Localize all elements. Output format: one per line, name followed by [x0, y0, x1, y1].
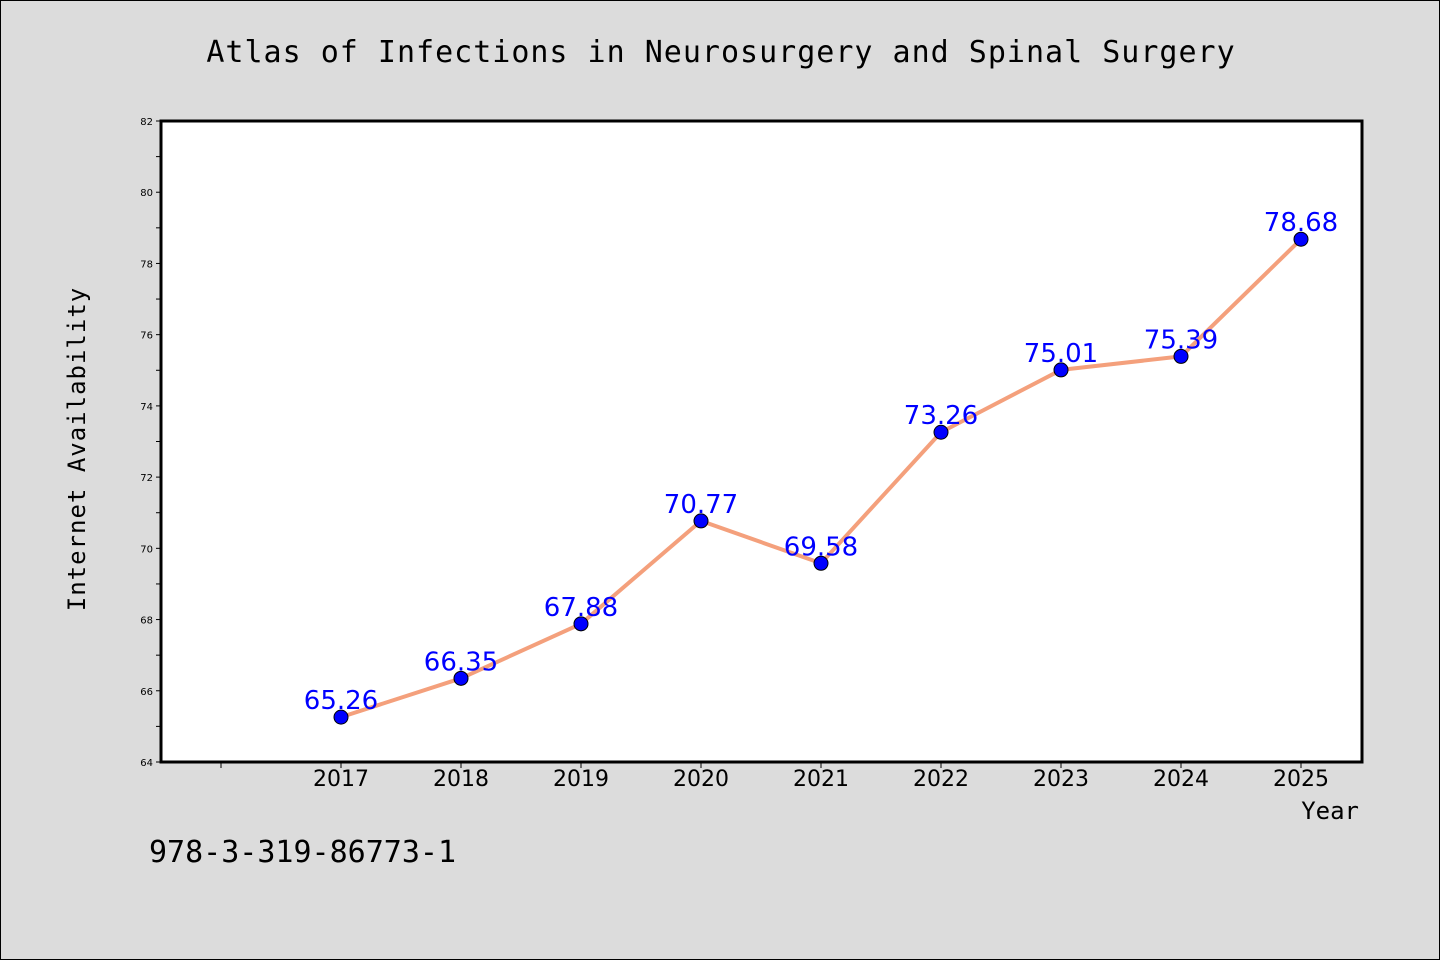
y-tick-label: 66 [140, 687, 153, 698]
data-point [1293, 231, 1309, 247]
x-tick-label: 2024 [1153, 767, 1209, 792]
data-label: 75.39 [1144, 325, 1218, 355]
data-labels: 65.26 66.35 67.88 70.77 69.58 73.26 75.01 75.39… [304, 208, 1338, 716]
x-axis-ticks: 2017 2018 2019 2020 2021 2022 2023 2024 2025 [220, 762, 1329, 792]
data-label: 75.01 [1024, 339, 1098, 369]
y-axis-label: Internet Availability [63, 286, 91, 612]
data-label: 69.58 [784, 532, 858, 562]
data-points [333, 231, 1309, 725]
data-point [693, 513, 709, 529]
data-label: 73.26 [904, 401, 978, 431]
y-tick-label: 70 [140, 544, 153, 555]
x-tick-label: 2021 [793, 767, 849, 792]
x-tick-label: 2018 [433, 767, 489, 792]
y-tick-label: 80 [140, 188, 153, 199]
y-tick-label: 72 [140, 473, 153, 484]
y-tick-label: 74 [140, 402, 153, 413]
y-axis-ticks: 64 66 68 70 72 74 76 78 80 82 [140, 117, 161, 769]
x-tick-label: 2019 [553, 767, 609, 792]
data-label: 78.68 [1264, 208, 1338, 238]
y-tick-label: 68 [140, 616, 153, 627]
data-label: 67.88 [544, 593, 618, 623]
y-tick-label: 76 [140, 331, 153, 342]
x-tick-label: 2025 [1273, 767, 1329, 792]
data-point [933, 424, 949, 440]
data-point [1053, 362, 1069, 378]
plot-area [159, 119, 1364, 764]
chart-title: Atlas of Infections in Neurosurgery and … [206, 35, 1236, 70]
isbn-text: 978-3-319-86773-1 [149, 835, 457, 870]
data-label: 65.26 [304, 686, 378, 716]
x-tick-label: 2017 [313, 767, 369, 792]
x-tick-label: 2022 [913, 767, 969, 792]
y-tick-label: 64 [140, 758, 153, 769]
data-point [453, 670, 469, 686]
y-tick-label: 78 [140, 259, 153, 270]
data-label: 66.35 [424, 647, 498, 677]
data-label: 70.77 [664, 490, 738, 520]
data-point [573, 616, 589, 632]
x-axis-label: Year [1301, 797, 1359, 825]
x-tick-label: 2023 [1033, 767, 1089, 792]
x-tick-label: 2020 [673, 767, 729, 792]
data-point [1173, 348, 1189, 364]
data-point [333, 709, 349, 725]
y-tick-label: 82 [140, 117, 153, 128]
data-point [813, 555, 829, 571]
